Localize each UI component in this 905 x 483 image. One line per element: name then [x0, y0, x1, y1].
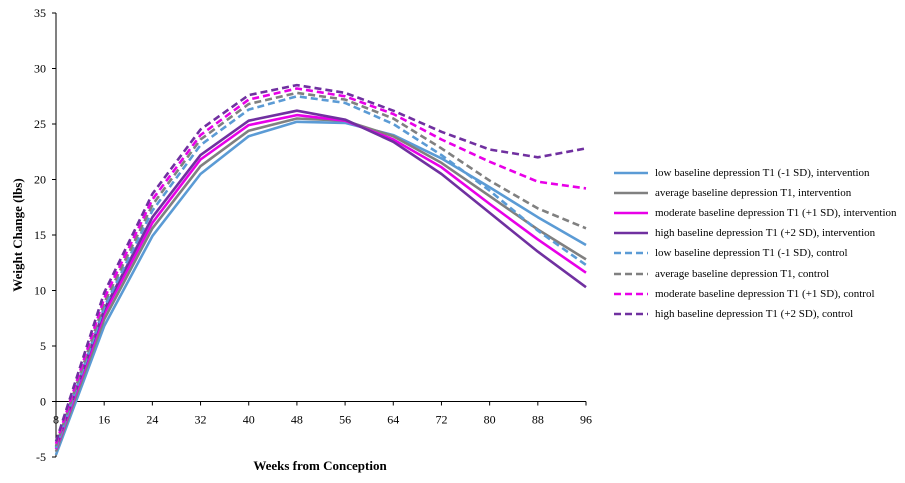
y-tick-label: 35: [34, 6, 46, 20]
legend-label: average baseline depression T1, interven…: [655, 187, 852, 200]
legend-label: high baseline depression T1 (+2 SD), int…: [655, 227, 876, 240]
y-tick-label: -5: [36, 450, 46, 464]
y-tick-label: 25: [34, 117, 46, 131]
series-line-1: [54, 120, 587, 456]
x-tick-label: 40: [243, 413, 255, 427]
legend-swatch: [614, 211, 648, 215]
series-line-4: [54, 109, 587, 448]
x-tick-label: 32: [195, 413, 207, 427]
legend-item-6: average baseline depression T1, control: [614, 263, 904, 283]
x-tick-label: 80: [484, 413, 496, 427]
legend-swatch: [614, 252, 648, 255]
legend-label: moderate baseline depression T1 (+1 SD),…: [655, 207, 897, 220]
x-tick-label: 64: [387, 413, 399, 427]
series-line-7: [54, 87, 587, 445]
y-tick-label: 30: [34, 62, 46, 76]
legend-label: moderate baseline depression T1 (+1 SD),…: [655, 287, 875, 300]
legend-label: average baseline depression T1, control: [655, 267, 830, 280]
series-line-5: [54, 95, 587, 449]
legend-swatch: [614, 232, 648, 235]
tick-labels: -5 0 5 10 15 20 25 30 35 8 16 24 32 40 48 56 64 72 80 88 96: [34, 6, 592, 464]
x-tick-label: 48: [291, 413, 303, 427]
legend-item-5: low baseline depression T1 (-1 SD), cont…: [614, 243, 904, 263]
legend-item-8: high baseline depression T1 (+2 SD), con…: [614, 304, 904, 324]
series-line-2: [54, 117, 587, 452]
x-tick-label: 16: [98, 413, 110, 427]
x-tick-label: 88: [532, 413, 544, 427]
y-tick-label: 0: [40, 395, 46, 409]
x-tick-label: 24: [146, 413, 158, 427]
x-tick-label: 56: [339, 413, 351, 427]
legend-swatch: [614, 171, 648, 175]
legend-label: high baseline depression T1 (+2 SD), con…: [655, 307, 854, 320]
legend-swatch: [614, 292, 648, 295]
series-line-3: [54, 113, 587, 450]
y-tick-label: 5: [40, 339, 46, 353]
series-group: [54, 83, 587, 456]
x-axis-title: Weeks from Conception: [253, 458, 387, 473]
legend: low baseline depression T1 (-1 SD), inte…: [614, 163, 904, 324]
y-axis-title: Weight Change (lbs): [10, 178, 25, 291]
legend-swatch: [614, 272, 648, 275]
x-tick-label: 96: [580, 413, 592, 427]
y-tick-label: 10: [34, 284, 46, 298]
legend-item-3: moderate baseline depression T1 (+1 SD),…: [614, 203, 904, 223]
legend-item-2: average baseline depression T1, interven…: [614, 183, 904, 203]
x-tick-label: 8: [53, 413, 59, 427]
series-line-8: [54, 83, 587, 442]
legend-label: low baseline depression T1 (-1 SD), cont…: [655, 247, 848, 260]
axes: [52, 12, 587, 458]
legend-item-4: high baseline depression T1 (+2 SD), int…: [614, 223, 904, 243]
legend-item-7: moderate baseline depression T1 (+1 SD),…: [614, 284, 904, 304]
legend-label: low baseline depression T1 (-1 SD), inte…: [655, 167, 870, 180]
series-line-6: [54, 91, 587, 447]
x-tick-label: 72: [435, 413, 447, 427]
legend-item-1: low baseline depression T1 (-1 SD), inte…: [614, 163, 904, 183]
legend-swatch: [614, 312, 648, 316]
y-tick-label: 15: [34, 228, 46, 242]
legend-swatch: [614, 191, 648, 195]
y-tick-label: 20: [34, 173, 46, 187]
